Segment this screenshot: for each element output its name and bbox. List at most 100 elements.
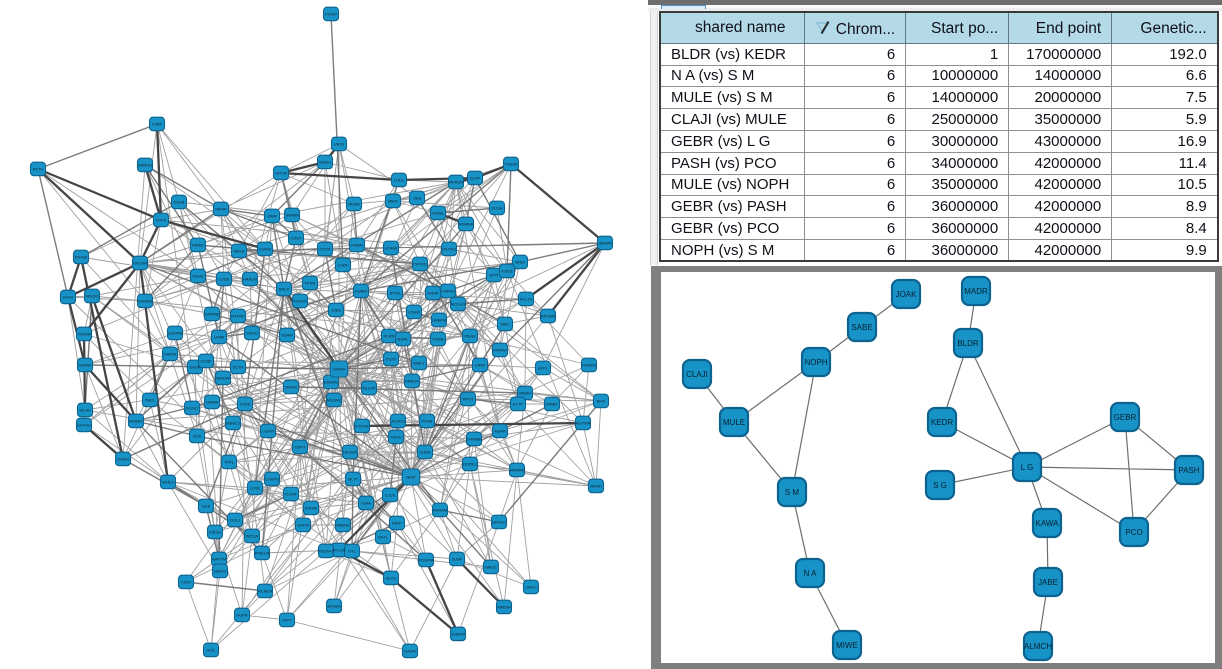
svg-text:JIEB: JIEB <box>413 195 422 200</box>
svg-text:BBGI: BBGI <box>388 198 398 203</box>
svg-text:KRHF: KRHF <box>428 290 439 295</box>
svg-text:WCCA: WCCA <box>246 533 259 538</box>
svg-text:PFLSS: PFLSS <box>333 547 346 552</box>
svg-text:UUKRM: UUKRM <box>168 330 183 335</box>
svg-text:GBSIS: GBSIS <box>214 568 227 573</box>
svg-text:JPTSL: JPTSL <box>389 290 402 295</box>
svg-text:GKNLD: GKNLD <box>492 519 506 524</box>
svg-text:WLAS: WLAS <box>79 407 91 412</box>
svg-text:PASH: PASH <box>1178 466 1199 475</box>
svg-text:CLAJI: CLAJI <box>686 370 708 379</box>
svg-text:KRRUD: KRRUD <box>138 162 152 167</box>
svg-text:EFFL: EFFL <box>538 365 549 370</box>
svg-text:UUBS: UUBS <box>419 449 430 454</box>
svg-text:NWTI: NWTI <box>392 520 402 525</box>
svg-text:AREOF: AREOF <box>405 378 419 383</box>
svg-text:MIWE: MIWE <box>836 641 858 650</box>
svg-text:HPLW: HPLW <box>275 170 286 175</box>
svg-text:CIESG: CIESG <box>209 529 221 534</box>
svg-text:KIBR: KIBR <box>267 213 276 218</box>
svg-text:LODD: LODD <box>218 276 229 281</box>
svg-text:PBJW: PBJW <box>464 333 475 338</box>
svg-text:TFEDM: TFEDM <box>77 331 91 336</box>
svg-text:SSAW: SSAW <box>281 332 293 337</box>
svg-text:MSSCJ: MSSCJ <box>226 420 240 425</box>
svg-text:MISJ: MISJ <box>500 321 509 326</box>
svg-text:FDGRM: FDGRM <box>419 557 434 562</box>
svg-text:KHHW: KHHW <box>305 505 317 510</box>
svg-text:UJTE: UJTE <box>250 485 260 490</box>
svg-text:JBMMN: JBMMN <box>598 240 612 245</box>
svg-text:PWELM: PWELM <box>255 550 270 555</box>
svg-text:WMLT: WMLT <box>413 360 425 365</box>
svg-text:UHIM: UHIM <box>214 334 224 339</box>
svg-text:WHDJ: WHDJ <box>162 479 174 484</box>
svg-text:S G: S G <box>933 481 947 490</box>
svg-text:PFHN: PFHN <box>422 418 433 423</box>
svg-text:ALMCH: ALMCH <box>1024 642 1052 651</box>
svg-text:WFRSW: WFRSW <box>448 179 464 184</box>
svg-text:KDRWI: KDRWI <box>493 347 506 352</box>
svg-text:POBB: POBB <box>432 336 443 341</box>
svg-text:CPOK: CPOK <box>319 246 331 251</box>
svg-text:AWNRN: AWNRN <box>510 467 525 472</box>
svg-text:PDNO: PDNO <box>325 11 337 16</box>
svg-text:CHMME: CHMME <box>466 436 481 441</box>
svg-text:TBCL: TBCL <box>145 397 156 402</box>
svg-text:WLTSU: WLTSU <box>442 246 456 251</box>
svg-text:SUBF: SUBF <box>452 556 463 561</box>
svg-text:CGKPO: CGKPO <box>265 476 279 481</box>
svg-text:FCPK: FCPK <box>156 217 167 222</box>
svg-text:TDOOT: TDOOT <box>293 298 308 303</box>
svg-text:WACE: WACE <box>485 564 497 569</box>
svg-text:MCLHG: MCLHG <box>451 301 465 306</box>
svg-text:EFTI: EFTI <box>490 272 499 277</box>
svg-text:COOT: COOT <box>290 235 302 240</box>
svg-text:JOAK: JOAK <box>896 290 918 299</box>
svg-text:PCO: PCO <box>1125 528 1142 537</box>
svg-text:DCPEU: DCPEU <box>463 461 477 466</box>
svg-text:TNSJN: TNSJN <box>505 161 518 166</box>
svg-text:UJLE: UJLE <box>394 177 404 182</box>
svg-text:DSAWU: DSAWU <box>324 379 339 384</box>
svg-text:JGSBL: JGSBL <box>432 210 445 215</box>
svg-text:ESUB: ESUB <box>174 199 185 204</box>
svg-text:CUUW: CUUW <box>259 246 272 251</box>
svg-text:SNTL: SNTL <box>378 534 389 539</box>
svg-text:NOPH: NOPH <box>804 358 827 367</box>
svg-text:OFFT: OFFT <box>282 617 293 622</box>
svg-text:MSJWE: MSJWE <box>327 397 342 402</box>
svg-text:KOEB: KOEB <box>501 268 512 273</box>
svg-text:SWMM: SWMM <box>285 212 298 217</box>
svg-text:MADR: MADR <box>964 287 988 296</box>
svg-text:L G: L G <box>1021 463 1034 472</box>
svg-text:PPGT: PPGT <box>463 396 474 401</box>
svg-text:AGRR: AGRR <box>494 428 506 433</box>
svg-text:NKAM: NKAM <box>285 384 297 389</box>
svg-text:ETFUR: ETFUR <box>355 423 368 428</box>
svg-text:FSHE: FSHE <box>240 401 251 406</box>
svg-text:ETTF: ETTF <box>513 401 524 406</box>
svg-text:UHBKM: UHBKM <box>432 317 446 322</box>
svg-text:ILEK: ILEK <box>202 503 211 508</box>
svg-text:GEBR: GEBR <box>1114 413 1137 422</box>
svg-text:EDBAT: EDBAT <box>129 418 143 423</box>
svg-text:KSBAI: KSBAI <box>351 242 363 247</box>
svg-text:WSMHR: WSMHR <box>458 221 474 226</box>
svg-text:RDAM: RDAM <box>348 201 360 206</box>
svg-text:SOWS: SOWS <box>117 456 130 461</box>
svg-text:IUGG: IUGG <box>63 294 73 299</box>
svg-text:KDNBW: KDNBW <box>138 298 153 303</box>
svg-text:CJUS: CJUS <box>385 492 396 497</box>
svg-text:EAOK: EAOK <box>189 364 200 369</box>
svg-text:DUSH: DUSH <box>491 205 502 210</box>
svg-text:JABE: JABE <box>1038 578 1058 587</box>
svg-text:CRWI: CRWI <box>475 362 486 367</box>
svg-text:MULE: MULE <box>723 418 745 427</box>
svg-text:OOLJ: OOLJ <box>230 517 240 522</box>
svg-text:GJOF: GJOF <box>338 262 349 267</box>
svg-text:IJTL: IJTL <box>348 548 357 553</box>
svg-text:LOHW: LOHW <box>408 309 420 314</box>
svg-text:BGRL: BGRL <box>398 336 410 341</box>
svg-text:WATTM: WATTM <box>212 556 226 561</box>
